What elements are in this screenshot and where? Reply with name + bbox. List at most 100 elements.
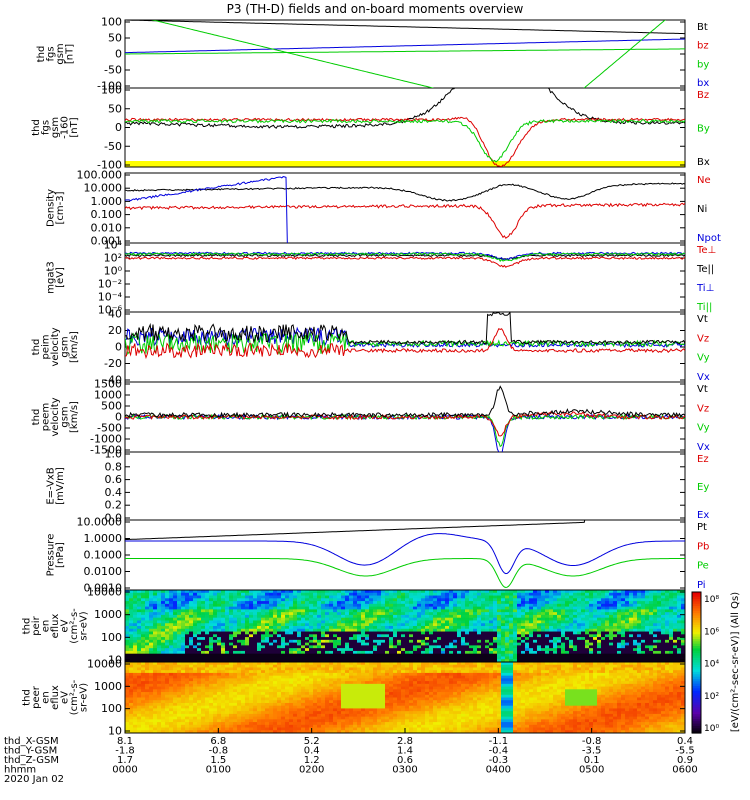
x-tick-label: 2.8 xyxy=(397,736,413,747)
x-tick-label: 0500 xyxy=(579,765,604,776)
y-tick-label: -50 xyxy=(104,140,122,153)
series-Pi xyxy=(125,533,685,575)
y-axis-label: -160 xyxy=(60,116,71,139)
y-axis-label: (cm²-s- xyxy=(69,679,80,715)
x-tick-label: 0600 xyxy=(672,765,697,776)
x-tick-label: 1.4 xyxy=(397,746,413,757)
y-tick-label: -500 xyxy=(97,422,122,435)
x-axis: thd_X-GSMthd_Y-GSMthd_Z-GSMhhmm8.1-1.81.… xyxy=(4,728,698,785)
legend-entry: Vy xyxy=(697,423,710,434)
legend-entry: By xyxy=(697,124,710,135)
y-tick-label: 0 xyxy=(115,341,122,354)
y-tick-label: 1000 xyxy=(94,680,122,693)
y-tick-label: -100 xyxy=(97,159,122,172)
x-axis-row-label: thd_Z-GSM xyxy=(4,755,59,766)
x-tick-label: 1.5 xyxy=(210,755,226,766)
legend-entry: by xyxy=(697,59,709,70)
y-tick-label: 50 xyxy=(108,102,122,115)
legend-entry: Npot xyxy=(697,233,721,244)
y-axis-label: [nT] xyxy=(64,44,75,64)
legend-entry: Vx xyxy=(697,442,710,453)
x-tick-label: -5.5 xyxy=(675,746,695,757)
y-tick-label: 0.100 xyxy=(91,208,123,221)
x-axis-row-label: thd_Y-GSM xyxy=(4,746,57,757)
y-axis-label: [km/s] xyxy=(69,331,80,363)
y-tick-label: 1000 xyxy=(94,389,122,402)
y-axis-label: gsm xyxy=(55,43,66,64)
y-tick-label: 0 xyxy=(115,48,122,61)
y-tick-label: 0.0100 xyxy=(84,565,123,578)
y-tick-label: 0.4 xyxy=(105,486,123,499)
x-tick-label: 0400 xyxy=(486,765,511,776)
y-axis-label: eV xyxy=(60,619,71,632)
panel-frame xyxy=(124,519,686,591)
y-tick-label: 1.0 xyxy=(105,448,123,461)
x-axis-row-label: thd_X-GSM xyxy=(4,736,59,747)
series-by-arc xyxy=(150,20,666,88)
panel-frame xyxy=(124,19,686,89)
series-Ni xyxy=(125,182,685,202)
legend-entry: bx xyxy=(697,78,709,89)
data-gap-bar xyxy=(125,161,685,167)
y-tick-label: 0.6 xyxy=(105,473,123,486)
y-axis-label: peem xyxy=(41,403,52,431)
y-axis-label: peir xyxy=(31,615,42,635)
legend-entry: Pi xyxy=(697,580,706,591)
series-Bx xyxy=(125,88,685,129)
series-Vy-e xyxy=(125,413,685,448)
panel-9: 10000 1000 100 10 thdpeirenefluxeV(cm²-s-sr-… xyxy=(22,586,686,667)
y-tick-label: -1500 xyxy=(90,444,122,457)
y-axis-label: (cm²-s- xyxy=(69,608,80,644)
legend-entry: Pt xyxy=(697,522,707,533)
y-axis-label: velocity xyxy=(50,397,61,436)
y-tick-label: 10⁻² xyxy=(98,278,122,291)
panel-frame xyxy=(124,172,686,244)
colorbar-tick: 10² xyxy=(704,692,719,702)
legend-entry: Te|| xyxy=(696,264,714,275)
y-axis-label: [nT] xyxy=(69,117,80,137)
colorbar-tick: 10⁴ xyxy=(704,660,719,670)
series-Vx-e xyxy=(125,413,685,452)
y-axis-label: thd xyxy=(36,46,47,63)
y-tick-label: 1.0000 xyxy=(84,532,123,545)
x-tick-label: 8.1 xyxy=(117,736,133,747)
x-tick-label: 0.9 xyxy=(677,755,693,766)
y-tick-label: 500 xyxy=(101,400,122,413)
y-tick-label: -20 xyxy=(104,357,122,370)
x-tick-label: 0.4 xyxy=(677,736,693,747)
y-axis-label: en xyxy=(41,620,52,633)
y-axis-label: thd xyxy=(31,119,42,136)
y-tick-label: 0.8 xyxy=(105,460,123,473)
y-tick-label: 0.2 xyxy=(105,499,123,512)
y-axis-label: peer xyxy=(31,685,42,709)
series-Bt xyxy=(125,20,685,35)
y-axis-label: [nPa] xyxy=(55,542,66,568)
legend-entry: Ey xyxy=(697,482,709,493)
y-tick-label: 0.1000 xyxy=(84,549,123,562)
legend-entry: Pe xyxy=(697,561,709,572)
legend-entry: Bx xyxy=(697,157,710,168)
legend-entry: Ti⊥ xyxy=(696,283,714,294)
y-axis-label: thd xyxy=(31,339,42,356)
legend-entry: Vz xyxy=(697,403,709,414)
y-tick-label: 10000 xyxy=(87,658,122,671)
series-Ti-par xyxy=(125,252,685,262)
series-bx xyxy=(125,38,685,54)
panel-frame xyxy=(124,311,686,383)
y-axis-label: sr-eV) xyxy=(79,683,90,712)
y-tick-label: 10.000 xyxy=(84,182,123,195)
y-axis-label: gsm xyxy=(50,117,61,138)
y-tick-label: 0.010 xyxy=(91,221,123,234)
x-tick-label: -0.3 xyxy=(489,755,509,766)
series-Vz xyxy=(125,328,685,360)
x-tick-label: -3.5 xyxy=(582,746,602,757)
series-Pt xyxy=(125,520,586,541)
series-By xyxy=(125,118,685,163)
y-tick-label: 100 xyxy=(101,16,122,29)
y-tick-label: 100.000 xyxy=(77,169,123,182)
legend-entry: Vt xyxy=(697,384,708,395)
y-tick-label: 0.0010 xyxy=(84,582,123,595)
y-axis-label: gsm xyxy=(60,406,71,427)
